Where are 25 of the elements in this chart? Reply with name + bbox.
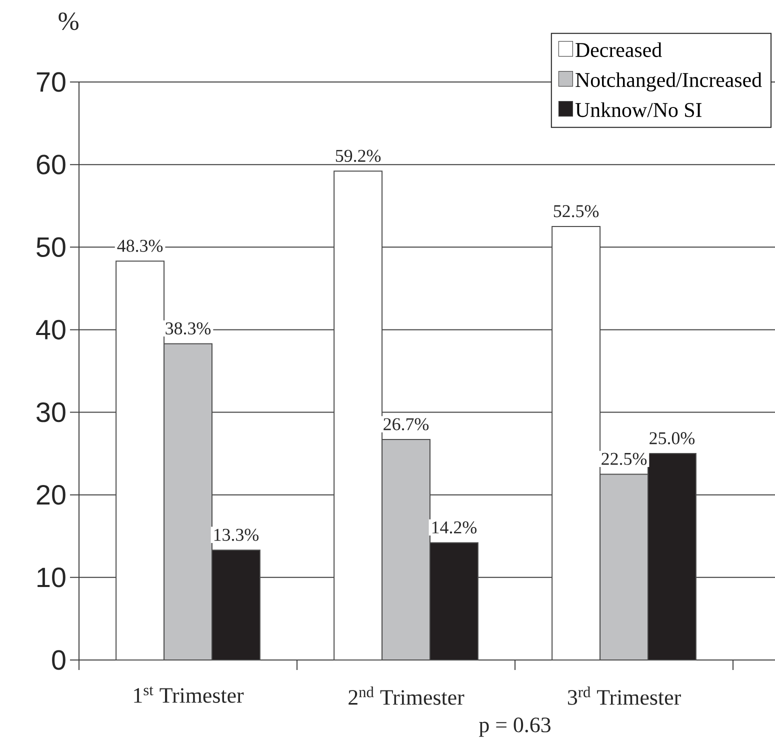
data-label: 26.7% (384, 418, 429, 430)
y-tick-label: 0 (52, 650, 66, 670)
x-tick-label: 2$^{nd}$ Trimester (348, 686, 464, 705)
data-label: 13.3% (214, 528, 259, 541)
x-tick-label: 3$^{rd}$ Trimester (568, 686, 681, 705)
y-tick-label: 20 (36, 484, 66, 505)
data-label: 38.3% (166, 322, 211, 335)
y-tick-label: 50 (36, 237, 66, 257)
text: p = 0.63 (479, 718, 550, 737)
data-label: 59.2% (336, 150, 381, 162)
y-tick-label: 10 (38, 568, 66, 588)
data-label: 52.5% (554, 205, 599, 218)
data-label: 25.0% (650, 432, 695, 444)
legend-label: Notchanged/Increased (576, 72, 762, 92)
data-label: 48.3% (117, 240, 163, 252)
x-tick-label: 1$^{st}$ Trimester (134, 686, 244, 703)
y-tick-label: 30 (36, 402, 66, 422)
data-label: 14.2% (432, 521, 477, 534)
y-tick-label: 60 (36, 154, 66, 174)
y-tick-label: 70 (36, 72, 66, 92)
legend-label: Unknow/No SI (575, 102, 702, 118)
y-axis-title: % (58, 12, 78, 30)
y-tick-label: 40 (36, 320, 66, 340)
legend-label: Decreased (576, 42, 662, 58)
data-label: 22.5% (602, 452, 647, 465)
